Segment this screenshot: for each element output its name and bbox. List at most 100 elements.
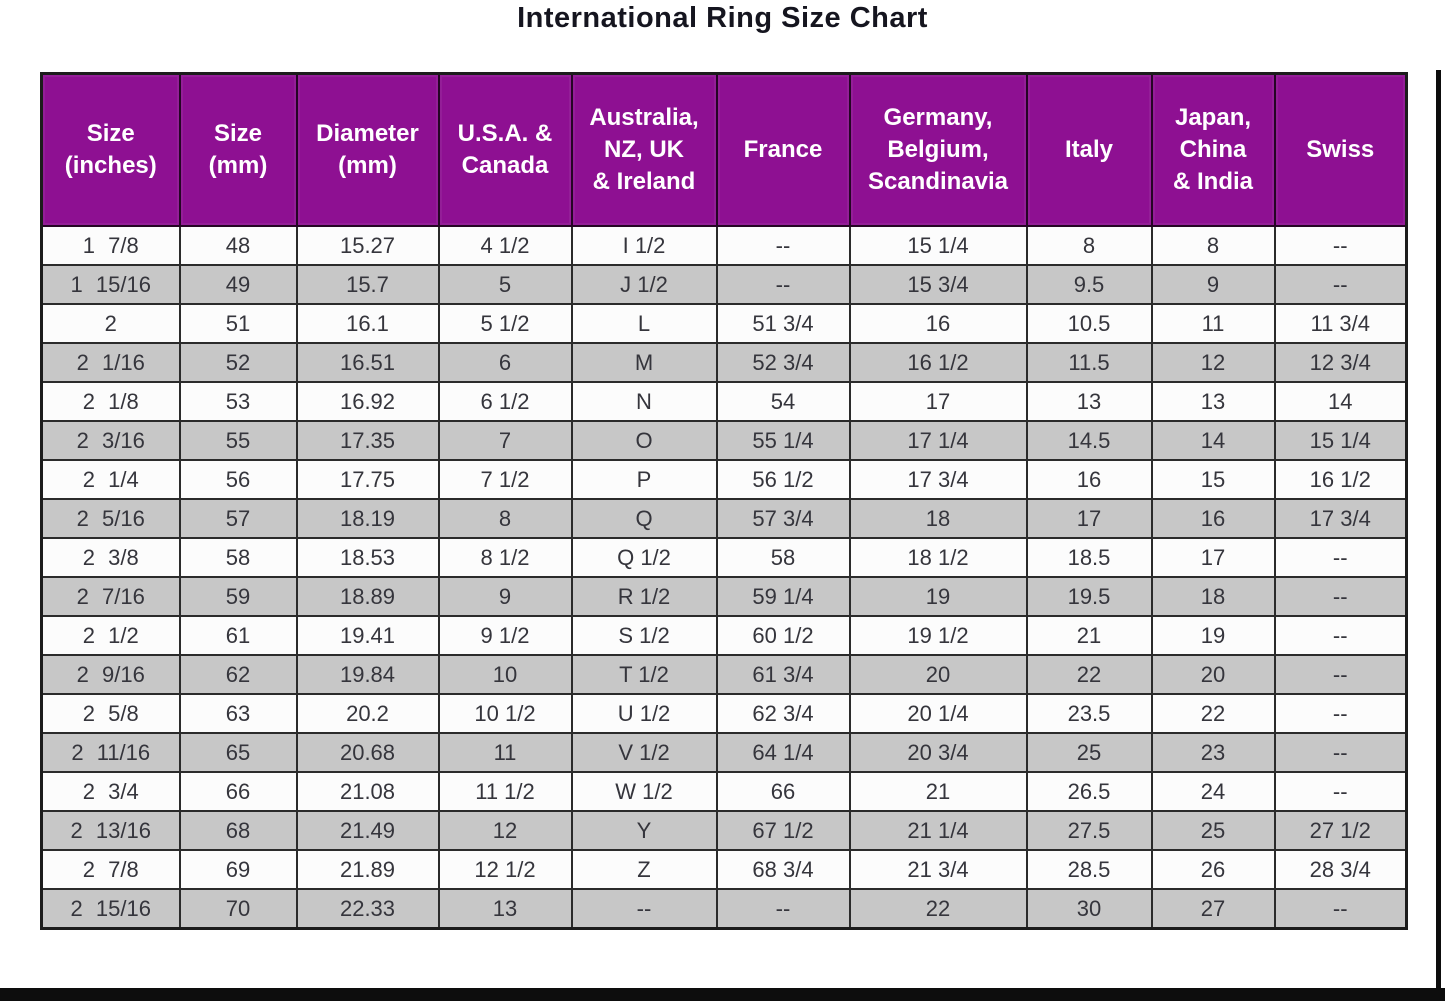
- table-cell: --: [715, 225, 851, 266]
- table-row: 1 15/16 49 15.7 5 J 1/2 -- 15 3/4 9.5 9 --: [40, 264, 1408, 305]
- table-cell: 18.89: [295, 576, 440, 617]
- table-header-row: Size (inches) Size (mm) Diameter (mm) U.S.A…: [40, 72, 1408, 227]
- table-cell: --: [715, 264, 851, 305]
- ring-size-table-container: Size (inches) Size (mm) Diameter (mm) U.S.A…: [40, 72, 1408, 930]
- table-cell: 23: [1150, 732, 1276, 773]
- table-cell: 2 1/2: [40, 615, 181, 656]
- table-cell: 12: [437, 810, 573, 851]
- table-cell: 58: [715, 537, 851, 578]
- table-cell: 11: [1150, 303, 1276, 344]
- column-header: Size (inches): [40, 72, 181, 227]
- table-cell: 9: [1150, 264, 1276, 305]
- table-cell: 2 11/16: [40, 732, 181, 773]
- table-cell: 21.08: [295, 771, 440, 812]
- table-cell: 61: [178, 615, 298, 656]
- table-cell: 54: [715, 381, 851, 422]
- table-cell: 17.75: [295, 459, 440, 500]
- table-cell: O: [570, 420, 718, 461]
- table-cell: S 1/2: [570, 615, 718, 656]
- table-cell: I 1/2: [570, 225, 718, 266]
- table-cell: 27 1/2: [1273, 810, 1408, 851]
- table-cell: 26: [1150, 849, 1276, 890]
- table-cell: 9: [437, 576, 573, 617]
- table-cell: 2 1/8: [40, 381, 181, 422]
- table-cell: 25: [1025, 732, 1153, 773]
- table-cell: 49: [178, 264, 298, 305]
- table-cell: Y: [570, 810, 718, 851]
- table-cell: 57: [178, 498, 298, 539]
- table-cell: 17: [848, 381, 1028, 422]
- table-cell: 8 1/2: [437, 537, 573, 578]
- table-cell: 16.1: [295, 303, 440, 344]
- table-cell: 21.49: [295, 810, 440, 851]
- table-cell: 59 1/4: [715, 576, 851, 617]
- table-cell: 1 7/8: [40, 225, 181, 266]
- table-cell: 19: [1150, 615, 1276, 656]
- table-cell: 15 1/4: [848, 225, 1028, 266]
- table-cell: 16: [848, 303, 1028, 344]
- table-cell: 21 3/4: [848, 849, 1028, 890]
- column-header: Swiss: [1273, 72, 1408, 227]
- table-cell: 68 3/4: [715, 849, 851, 890]
- table-cell: 14.5: [1025, 420, 1153, 461]
- table-cell: 18.53: [295, 537, 440, 578]
- table-cell: 4 1/2: [437, 225, 573, 266]
- table-cell: 19.5: [1025, 576, 1153, 617]
- table-cell: 20 1/4: [848, 693, 1028, 734]
- table-row: 2 15/16 70 22.33 13 -- -- 22 30 27 --: [40, 888, 1408, 930]
- table-cell: 18.5: [1025, 537, 1153, 578]
- table-cell: 18 1/2: [848, 537, 1028, 578]
- table-cell: 16: [1150, 498, 1276, 539]
- table-cell: 11: [437, 732, 573, 773]
- table-cell: 20: [848, 654, 1028, 695]
- table-cell: 51 3/4: [715, 303, 851, 344]
- column-header: France: [715, 72, 851, 227]
- table-cell: 5 1/2: [437, 303, 573, 344]
- table-cell: V 1/2: [570, 732, 718, 773]
- table-cell: 21: [848, 771, 1028, 812]
- table-cell: 17.35: [295, 420, 440, 461]
- table-cell: 21: [1025, 615, 1153, 656]
- table-cell: R 1/2: [570, 576, 718, 617]
- table-cell: 8: [1150, 225, 1276, 266]
- table-cell: N: [570, 381, 718, 422]
- table-cell: 13: [1150, 381, 1276, 422]
- table-cell: --: [1273, 615, 1408, 656]
- column-header: Size (mm): [178, 72, 298, 227]
- table-cell: 16.51: [295, 342, 440, 383]
- column-header: Italy: [1025, 72, 1153, 227]
- table-cell: 66: [715, 771, 851, 812]
- table-cell: 26.5: [1025, 771, 1153, 812]
- table-cell: 6: [437, 342, 573, 383]
- table-cell: 62: [178, 654, 298, 695]
- table-cell: 17 3/4: [848, 459, 1028, 500]
- table-row: 2 1/16 52 16.51 6 M 52 3/4 16 1/2 11.5 12 12 3/4: [40, 342, 1408, 383]
- right-frame-line: [1436, 70, 1441, 1001]
- table-cell: U 1/2: [570, 693, 718, 734]
- table-cell: 48: [178, 225, 298, 266]
- table-cell: 10.5: [1025, 303, 1153, 344]
- table-cell: 66: [178, 771, 298, 812]
- table-cell: 61 3/4: [715, 654, 851, 695]
- table-cell: 15.7: [295, 264, 440, 305]
- table-cell: 2 1/4: [40, 459, 181, 500]
- table-cell: 12: [1150, 342, 1276, 383]
- table-cell: 17 1/4: [848, 420, 1028, 461]
- table-cell: 57 3/4: [715, 498, 851, 539]
- table-row: 2 13/16 68 21.49 12 Y 67 1/2 21 1/4 27.5 25 27 1/…: [40, 810, 1408, 851]
- table-cell: 10: [437, 654, 573, 695]
- table-cell: --: [1273, 654, 1408, 695]
- table-cell: --: [1273, 732, 1408, 773]
- table-row: 2 5/16 57 18.19 8 Q 57 3/4 18 17 16 17 3/4: [40, 498, 1408, 539]
- table-cell: W 1/2: [570, 771, 718, 812]
- table-cell: 21 1/4: [848, 810, 1028, 851]
- table-cell: --: [1273, 576, 1408, 617]
- table-cell: 9.5: [1025, 264, 1153, 305]
- table-cell: 15: [1150, 459, 1276, 500]
- table-cell: 2 7/16: [40, 576, 181, 617]
- table-row: 2 11/16 65 20.68 11 V 1/2 64 1/4 20 3/4 25 23 --: [40, 732, 1408, 773]
- column-header: U.S.A. & Canada: [437, 72, 573, 227]
- table-cell: 19 1/2: [848, 615, 1028, 656]
- table-cell: 22: [1150, 693, 1276, 734]
- table-row: 2 7/16 59 18.89 9 R 1/2 59 1/4 19 19.5 18 --: [40, 576, 1408, 617]
